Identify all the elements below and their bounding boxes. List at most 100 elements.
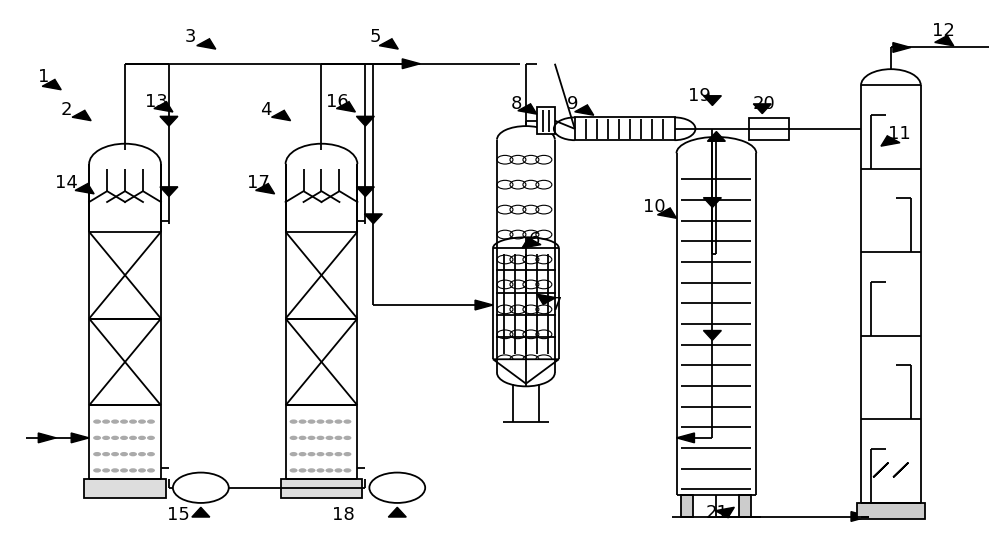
Text: 7: 7 xyxy=(550,296,562,314)
Polygon shape xyxy=(575,105,594,115)
Circle shape xyxy=(325,420,333,424)
Circle shape xyxy=(147,452,155,456)
Circle shape xyxy=(111,420,119,424)
Polygon shape xyxy=(493,359,559,384)
Circle shape xyxy=(120,452,128,456)
Text: 14: 14 xyxy=(55,174,78,192)
Bar xyxy=(749,118,789,140)
Circle shape xyxy=(129,420,137,424)
Polygon shape xyxy=(703,330,721,340)
Text: 8: 8 xyxy=(510,95,522,113)
Circle shape xyxy=(308,452,316,456)
Polygon shape xyxy=(71,433,89,443)
Text: 18: 18 xyxy=(332,506,355,524)
Circle shape xyxy=(325,452,333,456)
Circle shape xyxy=(138,452,146,456)
Circle shape xyxy=(290,468,298,473)
Text: 12: 12 xyxy=(932,22,955,40)
Circle shape xyxy=(290,452,298,456)
Circle shape xyxy=(325,468,333,473)
Circle shape xyxy=(147,420,155,424)
Circle shape xyxy=(343,420,351,424)
Polygon shape xyxy=(75,184,94,194)
Polygon shape xyxy=(935,35,954,46)
Circle shape xyxy=(334,420,342,424)
Polygon shape xyxy=(753,104,771,113)
Bar xyxy=(84,479,166,498)
Polygon shape xyxy=(657,208,677,219)
Text: 6: 6 xyxy=(529,231,541,249)
Circle shape xyxy=(93,468,101,473)
Circle shape xyxy=(343,435,351,440)
Text: 3: 3 xyxy=(185,28,197,46)
Polygon shape xyxy=(707,131,725,141)
Polygon shape xyxy=(893,43,911,52)
Circle shape xyxy=(111,452,119,456)
Text: 4: 4 xyxy=(260,101,271,119)
Circle shape xyxy=(343,452,351,456)
Text: 11: 11 xyxy=(888,125,910,143)
Circle shape xyxy=(111,468,119,473)
Circle shape xyxy=(129,452,137,456)
Circle shape xyxy=(308,435,316,440)
Circle shape xyxy=(317,468,324,473)
Polygon shape xyxy=(197,39,216,49)
Polygon shape xyxy=(715,507,734,518)
Circle shape xyxy=(147,435,155,440)
Circle shape xyxy=(308,420,316,424)
Circle shape xyxy=(317,435,324,440)
Circle shape xyxy=(334,452,342,456)
Circle shape xyxy=(325,435,333,440)
Circle shape xyxy=(299,452,307,456)
Polygon shape xyxy=(402,59,420,69)
Polygon shape xyxy=(200,483,216,492)
Text: 1: 1 xyxy=(38,68,49,86)
Circle shape xyxy=(334,468,342,473)
Circle shape xyxy=(102,435,110,440)
Circle shape xyxy=(102,420,110,424)
Text: 10: 10 xyxy=(643,198,666,216)
Circle shape xyxy=(343,468,351,473)
Polygon shape xyxy=(42,80,61,90)
Circle shape xyxy=(299,435,307,440)
Text: 17: 17 xyxy=(247,174,270,192)
Circle shape xyxy=(102,468,110,473)
Text: 20: 20 xyxy=(753,95,776,113)
Circle shape xyxy=(334,435,342,440)
Text: 21: 21 xyxy=(706,504,729,522)
Circle shape xyxy=(120,435,128,440)
Circle shape xyxy=(93,420,101,424)
Text: 15: 15 xyxy=(167,506,190,524)
Text: 16: 16 xyxy=(326,93,349,111)
Polygon shape xyxy=(537,294,556,305)
Circle shape xyxy=(317,420,324,424)
Polygon shape xyxy=(677,433,694,443)
Text: 5: 5 xyxy=(370,28,381,46)
Polygon shape xyxy=(356,187,374,197)
Polygon shape xyxy=(522,238,541,248)
Polygon shape xyxy=(388,507,406,517)
Circle shape xyxy=(93,452,101,456)
Circle shape xyxy=(299,420,307,424)
Polygon shape xyxy=(336,102,355,112)
Text: 2: 2 xyxy=(60,101,72,119)
Polygon shape xyxy=(475,300,493,310)
Polygon shape xyxy=(256,184,275,194)
Polygon shape xyxy=(364,214,382,223)
Text: 9: 9 xyxy=(567,95,579,113)
Polygon shape xyxy=(160,116,178,126)
Circle shape xyxy=(290,435,298,440)
Polygon shape xyxy=(272,110,291,120)
Circle shape xyxy=(138,468,146,473)
Circle shape xyxy=(129,435,137,440)
Bar xyxy=(575,117,675,140)
Circle shape xyxy=(299,468,307,473)
Circle shape xyxy=(138,435,146,440)
Polygon shape xyxy=(518,104,537,114)
Text: 19: 19 xyxy=(688,87,711,105)
Circle shape xyxy=(317,452,324,456)
Bar xyxy=(857,503,925,519)
Circle shape xyxy=(120,468,128,473)
Circle shape xyxy=(308,468,316,473)
Polygon shape xyxy=(356,116,374,126)
